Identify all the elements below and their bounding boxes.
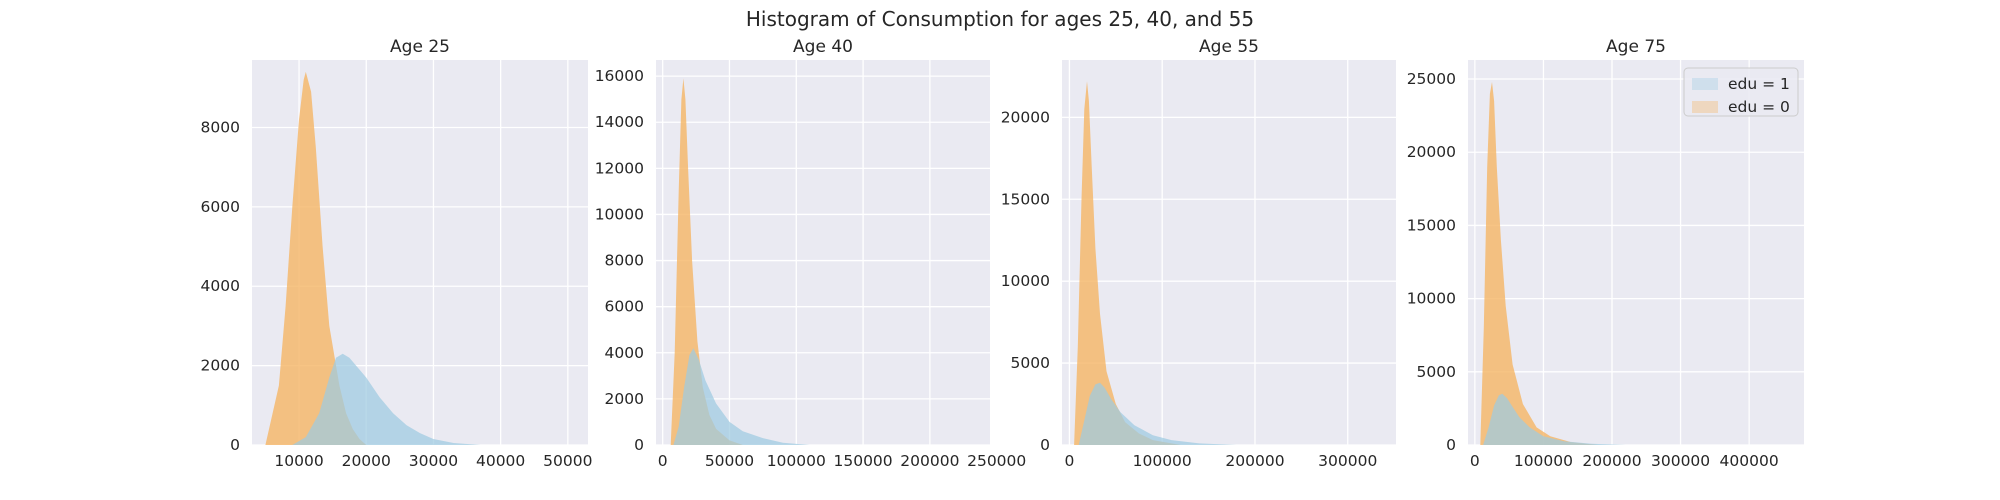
plot-area (1062, 60, 1396, 445)
x-tick-label: 200000 (900, 452, 959, 470)
y-tick-label: 15000 (1407, 216, 1456, 234)
x-tick-label: 400000 (1720, 452, 1779, 470)
panel-2: Age 40 0 50000 100000 150000 200000 250000 0 200… (595, 37, 1027, 470)
x-tick-label: 200000 (1225, 452, 1284, 470)
plot-area (656, 60, 990, 445)
figure-title: Histogram of Consumption for ages 25, 40… (746, 7, 1254, 31)
legend-label: edu = 1 (1728, 75, 1790, 93)
x-tick-label: 100000 (1133, 452, 1192, 470)
panel-title: Age 40 (793, 37, 853, 57)
legend-swatch (1692, 78, 1718, 90)
y-tick-label: 25000 (1407, 70, 1456, 88)
histogram-edu0 (1480, 82, 1599, 445)
y-tick-label: 20000 (1001, 108, 1050, 126)
legend-frame (1683, 67, 1799, 117)
y-tick-label: 12000 (595, 159, 644, 177)
y-tick-label: 10000 (1001, 272, 1050, 290)
histogram-edu1 (1078, 382, 1237, 445)
histogram-edu0 (265, 71, 367, 445)
x-tick-label: 200000 (1582, 452, 1641, 470)
x-tick-label: 300000 (1318, 452, 1377, 470)
x-tick-label: 0 (658, 452, 668, 470)
x-tick-label: 10000 (274, 452, 323, 470)
y-tick-label: 15000 (1001, 190, 1050, 208)
x-tick-label: 50000 (543, 452, 592, 470)
histogram-edu1 (292, 353, 481, 445)
y-tick-label: 16000 (595, 67, 644, 85)
x-tick-label: 150000 (833, 452, 892, 470)
x-tick-label: 100000 (767, 452, 826, 470)
x-tick-label: 250000 (967, 452, 1026, 470)
panel-title: Age 55 (1199, 37, 1259, 57)
panel-4: Age 75 0 100000 200000 300000 400000 0 5000 1000… (1407, 37, 1804, 470)
y-tick-label: 20000 (1407, 143, 1456, 161)
y-tick-label: 0 (230, 436, 240, 454)
y-tick-label: 10000 (1407, 290, 1456, 308)
x-tick-label: 300000 (1651, 452, 1710, 470)
x-tick-label: 0 (1470, 452, 1480, 470)
x-tick-label: 30000 (409, 452, 458, 470)
panel-title: Age 75 (1606, 37, 1666, 57)
legend-swatch (1692, 101, 1718, 113)
y-tick-label: 8000 (605, 252, 644, 270)
histogram-edu1 (673, 348, 810, 445)
y-tick-label: 10000 (595, 205, 644, 223)
y-tick-label: 4000 (605, 344, 644, 362)
x-tick-label: 0 (1064, 452, 1074, 470)
histogram-edu0 (1074, 81, 1181, 445)
histogram-edu1 (1483, 393, 1626, 445)
panel-3: Age 55 0 100000 200000 300000 0 5000 10000 15000… (1001, 37, 1396, 470)
y-tick-label: 5000 (1011, 354, 1050, 372)
y-tick-label: 5000 (1417, 363, 1456, 381)
legend: edu = 1 edu = 0 (1683, 67, 1799, 117)
x-tick-label: 50000 (705, 452, 754, 470)
panel-title: Age 25 (390, 37, 450, 57)
y-tick-label: 0 (1446, 436, 1456, 454)
panel-1: Age 25 10000 20000 30000 40000 50000 0 2000 4000… (201, 37, 593, 470)
y-tick-label: 0 (634, 436, 644, 454)
y-tick-label: 0 (1040, 436, 1050, 454)
plot-area (1468, 60, 1804, 445)
x-tick-label: 20000 (342, 452, 391, 470)
y-tick-label: 2000 (605, 390, 644, 408)
y-tick-label: 14000 (595, 113, 644, 131)
histogram-edu0 (670, 78, 743, 445)
y-tick-label: 6000 (605, 298, 644, 316)
legend-label: edu = 0 (1728, 98, 1790, 116)
y-tick-label: 8000 (201, 118, 240, 136)
x-tick-label: 100000 (1514, 452, 1573, 470)
y-tick-label: 4000 (201, 277, 240, 295)
x-tick-label: 40000 (476, 452, 525, 470)
y-tick-label: 2000 (201, 357, 240, 375)
y-tick-label: 6000 (201, 198, 240, 216)
